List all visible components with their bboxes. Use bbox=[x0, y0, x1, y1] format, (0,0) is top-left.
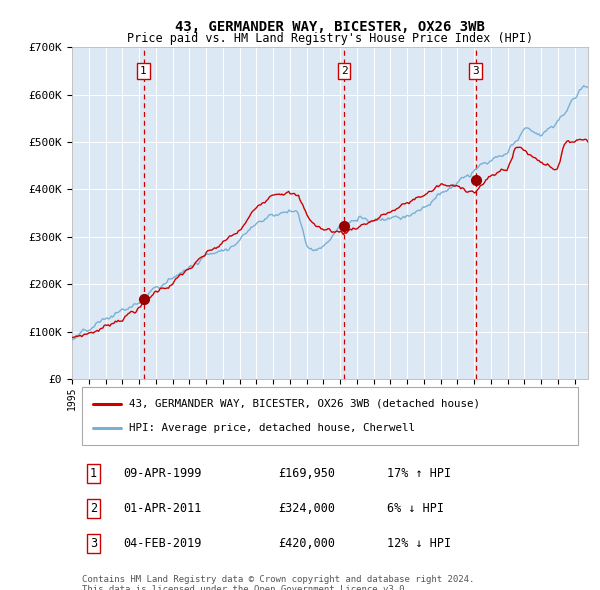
Text: Contains HM Land Registry data © Crown copyright and database right 2024.
This d: Contains HM Land Registry data © Crown c… bbox=[82, 575, 475, 590]
Text: 3: 3 bbox=[90, 537, 97, 550]
Text: 2: 2 bbox=[341, 66, 347, 76]
Text: 43, GERMANDER WAY, BICESTER, OX26 3WB: 43, GERMANDER WAY, BICESTER, OX26 3WB bbox=[175, 19, 485, 34]
Text: 04-FEB-2019: 04-FEB-2019 bbox=[124, 537, 202, 550]
Text: HPI: Average price, detached house, Cherwell: HPI: Average price, detached house, Cher… bbox=[129, 424, 415, 434]
Text: 3: 3 bbox=[472, 66, 479, 76]
Text: £324,000: £324,000 bbox=[278, 502, 335, 515]
Text: 2: 2 bbox=[90, 502, 97, 515]
Text: £420,000: £420,000 bbox=[278, 537, 335, 550]
Text: Price paid vs. HM Land Registry's House Price Index (HPI): Price paid vs. HM Land Registry's House … bbox=[127, 32, 533, 45]
Text: 01-APR-2011: 01-APR-2011 bbox=[124, 502, 202, 515]
Text: 12% ↓ HPI: 12% ↓ HPI bbox=[387, 537, 451, 550]
Text: 1: 1 bbox=[90, 467, 97, 480]
Text: 43, GERMANDER WAY, BICESTER, OX26 3WB (detached house): 43, GERMANDER WAY, BICESTER, OX26 3WB (d… bbox=[129, 399, 480, 409]
Text: 09-APR-1999: 09-APR-1999 bbox=[124, 467, 202, 480]
Text: 1: 1 bbox=[140, 66, 147, 76]
Text: 6% ↓ HPI: 6% ↓ HPI bbox=[387, 502, 444, 515]
Text: £169,950: £169,950 bbox=[278, 467, 335, 480]
Text: 17% ↑ HPI: 17% ↑ HPI bbox=[387, 467, 451, 480]
FancyBboxPatch shape bbox=[82, 388, 578, 445]
